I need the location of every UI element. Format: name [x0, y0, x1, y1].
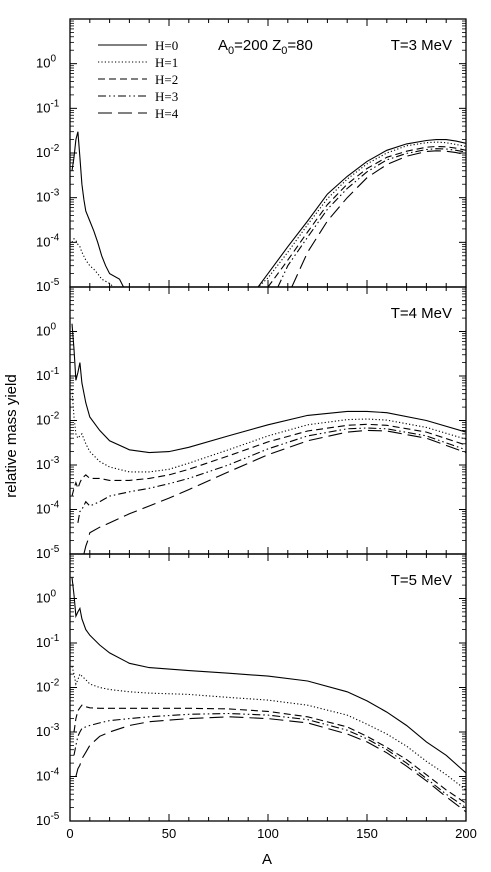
series-line-h4 [75, 716, 466, 813]
series-line-h4 [291, 150, 466, 287]
series-line-h1 [71, 141, 466, 287]
series-line-h0 [71, 323, 466, 454]
legend: H=0 H=1 H=2 H=3 H=4 [98, 38, 179, 121]
x-axis-title: A [262, 851, 272, 868]
series-line-h2 [71, 423, 466, 497]
y-tick-label: 10-4 [36, 500, 60, 517]
y-tick-label: 100 [36, 322, 56, 339]
panel-1: 10-5 10-4 10-3 10-2 10-1 100 T=3 MeV [36, 18, 467, 294]
panel-2: 10-5 10-4 10-3 10-2 10-1 100 T=4 MeV [36, 286, 467, 561]
y-tick-label: 100 [36, 54, 56, 71]
y-tick-label: 10-3 [36, 455, 60, 472]
series-line-h3 [73, 712, 466, 809]
y-tick-label: 10-5 [36, 544, 60, 561]
series-line-h3 [77, 427, 466, 523]
y-tick-label: 10-2 [36, 678, 60, 695]
temperature-label: T=3 MeV [391, 37, 452, 54]
y-tick-label: 10-5 [36, 811, 60, 828]
legend-label: H=4 [155, 106, 179, 121]
series-line-h3 [277, 148, 466, 287]
x-tick-label: 150 [356, 826, 378, 841]
y-tick-label: 10-1 [36, 633, 60, 650]
y-tick-label: 10-1 [36, 98, 60, 115]
temperature-label: T=5 MeV [391, 572, 452, 589]
series-line-h2 [73, 704, 466, 804]
series-line-h2 [267, 145, 466, 287]
x-tick-label: 100 [257, 826, 279, 841]
x-tick-label: 0 [66, 826, 73, 841]
y-tick-label: 10-2 [36, 143, 60, 160]
legend-label: H=0 [155, 38, 178, 53]
legend-label: H=3 [155, 89, 178, 104]
y-tick-label: 10-1 [36, 366, 60, 383]
y-tick-label: 10-5 [36, 277, 60, 294]
nucleus-annotation: A0=200 Z0=80 [218, 37, 313, 57]
y-tick-label: 10-3 [36, 722, 60, 739]
panel-3: 10-5 10-4 10-3 10-2 10-1 100 T=5 MeV [36, 553, 467, 828]
series-line-h4 [83, 429, 466, 554]
series-line-h0 [71, 577, 466, 774]
series-line-h1 [71, 666, 466, 791]
temperature-label: T=4 MeV [391, 305, 452, 322]
series-line-h1 [71, 389, 466, 473]
y-tick-label: 10-3 [36, 188, 60, 205]
plot-frame [69, 553, 467, 822]
x-tick-label: 200 [455, 826, 477, 841]
legend-label: H=1 [155, 55, 178, 70]
y-tick-label: 10-2 [36, 411, 60, 428]
y-tick-label: 10-4 [36, 232, 60, 249]
y-tick-label: 10-4 [36, 767, 60, 784]
y-tick-label: 100 [36, 589, 56, 606]
series-line-h0 [71, 131, 466, 287]
x-tick-label: 50 [162, 826, 176, 841]
legend-label: H=2 [155, 72, 178, 87]
y-axis-title: relative mass yield [3, 374, 20, 497]
